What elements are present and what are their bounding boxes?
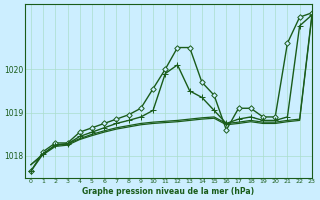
X-axis label: Graphe pression niveau de la mer (hPa): Graphe pression niveau de la mer (hPa) [82,187,254,196]
